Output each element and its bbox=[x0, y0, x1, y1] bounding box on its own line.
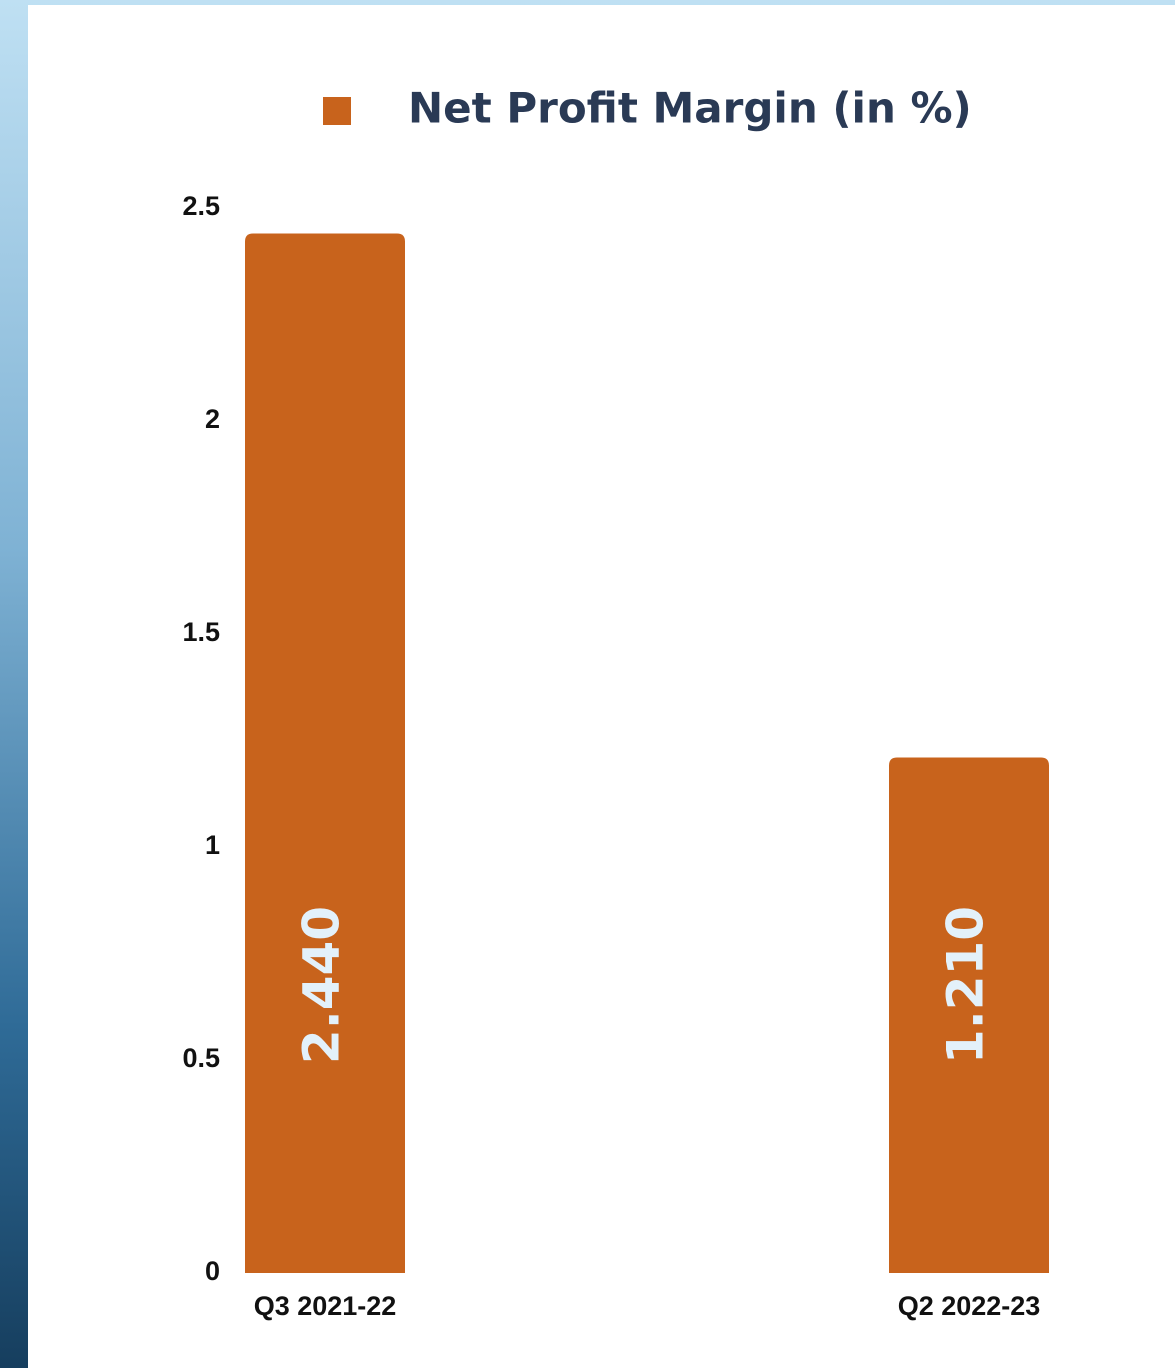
x-tick-label: Q2 2022-23 bbox=[898, 1291, 1041, 1321]
legend-label: Net Profit Margin (in %) bbox=[408, 84, 972, 133]
value-label: 1.210 bbox=[937, 906, 995, 1064]
x-tick-label: Q3 2021-22 bbox=[254, 1291, 397, 1321]
bar bbox=[889, 757, 1049, 1273]
legend-swatch bbox=[323, 97, 351, 125]
bar bbox=[245, 233, 405, 1273]
y-tick-label: 1 bbox=[205, 830, 220, 860]
y-tick-label: 2.5 bbox=[182, 191, 220, 221]
y-tick-label: 1.5 bbox=[182, 617, 220, 647]
y-tick-label: 0 bbox=[205, 1256, 220, 1286]
y-tick-label: 0.5 bbox=[182, 1043, 220, 1073]
value-label: 2.440 bbox=[293, 906, 351, 1064]
y-tick-label: 2 bbox=[205, 404, 220, 434]
